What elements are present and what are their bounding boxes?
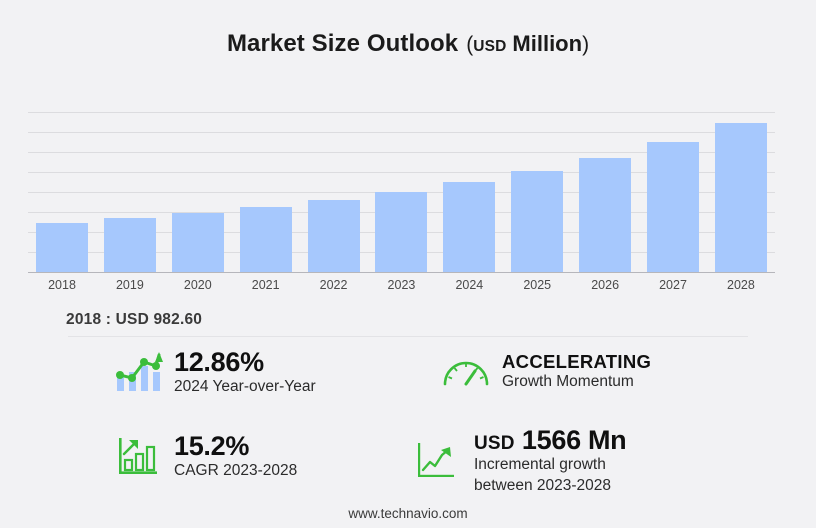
bar-column	[375, 112, 428, 272]
title-unit-million: Million	[512, 31, 583, 56]
stat-text-block: 15.2% CAGR 2023-2028	[174, 430, 298, 481]
bar	[239, 207, 292, 272]
bar	[375, 192, 428, 272]
x-axis-label: 2025	[523, 278, 552, 292]
stat-label: CAGR 2023-2028	[174, 461, 298, 479]
x-axis-label: 2027	[659, 278, 687, 292]
x-axis-label: 2026	[591, 278, 620, 292]
stat-label: Growth Momentum	[502, 373, 634, 391]
gridline	[28, 172, 775, 173]
gridline	[28, 112, 775, 113]
bar-column	[36, 112, 88, 272]
x-axis-label: 2023	[387, 278, 416, 292]
x-axis-tick-labels: 2018 2019 2020 2021 2022 2023 2024 2025 2026 2027…	[28, 278, 775, 292]
bar-chart-line-up-icon	[112, 346, 164, 398]
stat-value-number: 1566 Mn	[521, 425, 627, 455]
paren-close: )	[582, 33, 590, 56]
bar	[647, 142, 700, 272]
bar	[36, 223, 88, 272]
bar	[443, 182, 496, 272]
bar-column	[579, 112, 632, 272]
title-unit-group: (USD Million)	[466, 31, 590, 56]
stat-label-line2: between 2023-2028	[474, 476, 612, 494]
bar-column	[443, 112, 496, 272]
gridline	[28, 132, 775, 133]
stat-value: 15.2%	[174, 430, 250, 461]
bar-column	[307, 112, 360, 272]
x-axis-label: 2018	[48, 278, 76, 292]
stat-label: 2024 Year-over-Year	[174, 377, 316, 395]
source-url: www.technavio.com	[348, 506, 468, 521]
bar	[714, 123, 767, 272]
stat-value: ACCELERATING	[502, 350, 652, 372]
stat-growth-momentum: ACCELERATING Growth Momentum	[440, 346, 651, 398]
paren-open: (	[466, 33, 474, 56]
bar	[307, 200, 360, 272]
stat-value-prefix: USD	[474, 433, 515, 454]
x-axis-label: 2028	[727, 278, 755, 292]
x-axis-label: 2021	[251, 278, 280, 292]
trend-arrow-axes-icon	[412, 435, 464, 487]
bar-column	[647, 112, 700, 272]
stat-value: 12.86%	[174, 346, 264, 377]
bar-chart-arrow-outline-icon	[112, 430, 164, 482]
page-title-text: Market Size Outlook	[226, 30, 459, 57]
bar-column	[511, 112, 564, 272]
stat-text-block: USD 1566 Mn Incremental growth between 2…	[474, 425, 627, 496]
speedometer-gauge-icon	[440, 346, 492, 398]
bar	[579, 158, 632, 272]
bar	[171, 213, 224, 272]
stat-label-line1: Incremental growth	[474, 456, 606, 474]
section-divider	[68, 336, 748, 337]
x-axis-line	[28, 272, 775, 273]
stat-text-block: ACCELERATING Growth Momentum	[502, 352, 651, 392]
bar-column	[103, 112, 156, 272]
gridline	[28, 152, 775, 153]
bar-chart: 2018 2019 2020 2021 2022 2023 2024 2025 2026 2027…	[0, 100, 816, 300]
bar-series	[28, 112, 775, 272]
stat-incremental-growth: USD 1566 Mn Incremental growth between 2…	[412, 425, 627, 496]
baseline-value-note: 2018 : USD 982.60	[66, 311, 203, 328]
bar	[103, 218, 156, 272]
bar-column	[171, 112, 224, 272]
x-axis-label: 2022	[319, 278, 348, 292]
title-unit-usd: USD	[473, 38, 507, 55]
stat-value: USD 1566 Mn	[474, 425, 627, 455]
chart-plot-area	[28, 112, 775, 273]
stat-year-over-year: 12.86% 2024 Year-over-Year	[112, 346, 316, 398]
page-title: Market Size Outlook (USD Million)	[0, 30, 816, 58]
x-axis-label: 2024	[455, 278, 484, 292]
bar-column	[239, 112, 292, 272]
stats-panel: 12.86% 2024 Year-over-Year ACCELERATING	[0, 340, 816, 510]
stat-text-block: 12.86% 2024 Year-over-Year	[174, 346, 316, 397]
x-axis-label: 2020	[183, 278, 212, 292]
bar	[511, 171, 564, 272]
bar-column	[714, 112, 767, 272]
stat-cagr: 15.2% CAGR 2023-2028	[112, 430, 297, 482]
x-axis-label: 2019	[115, 278, 144, 292]
